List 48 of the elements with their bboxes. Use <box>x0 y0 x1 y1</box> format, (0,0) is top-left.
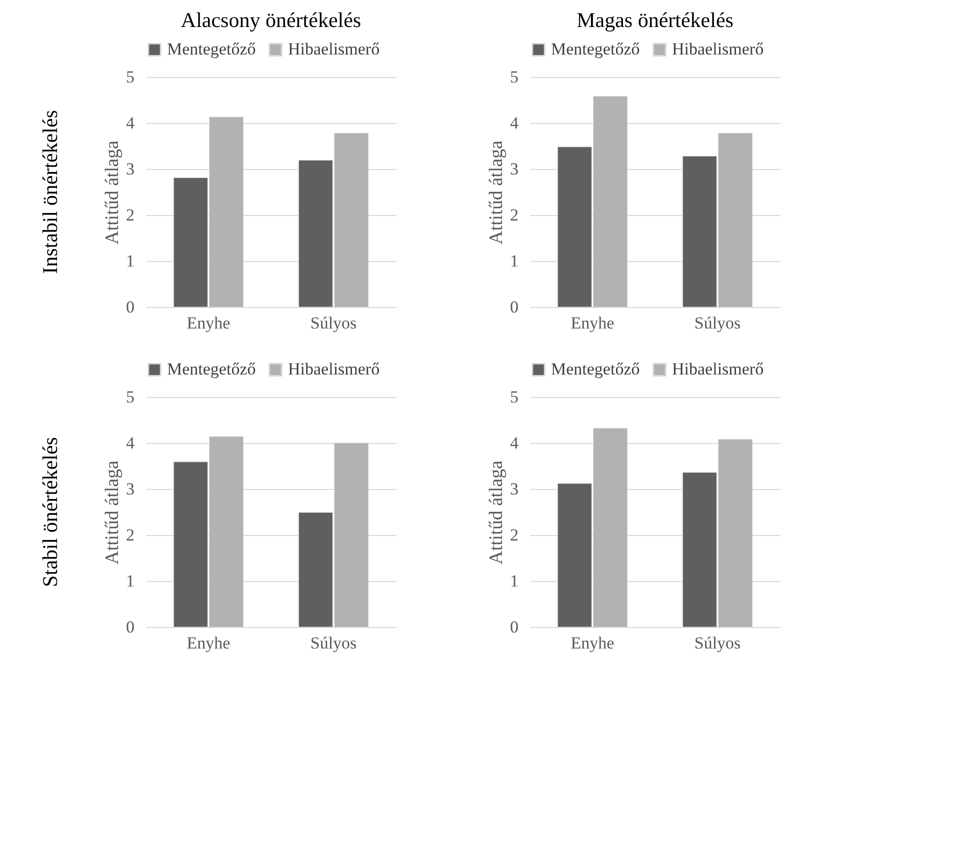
y-tick-label: 3 <box>126 160 134 178</box>
y-axis-title: Attitűd átlaga <box>102 460 123 564</box>
y-tick-label: 0 <box>510 298 518 316</box>
y-tick-label: 2 <box>510 206 518 224</box>
y-tick-label: 3 <box>510 480 518 498</box>
x-tick-label: Enyhe <box>570 314 614 332</box>
y-tick-label: 4 <box>510 114 519 132</box>
x-tick-label: Súlyos <box>310 314 357 332</box>
y-tick-label: 4 <box>126 114 135 132</box>
y-tick-label: 5 <box>510 68 518 86</box>
text: Stabil önértékelés <box>38 437 62 587</box>
x-tick-label: Súlyos <box>694 634 741 652</box>
legend-label: Mentegetőző <box>167 360 256 379</box>
y-axis-title: Attitűd átlaga <box>102 140 123 244</box>
x-tick-label: Súlyos <box>310 634 357 652</box>
y-tick-label: 1 <box>126 252 134 270</box>
legend-label: Mentegetőző <box>167 40 256 59</box>
y-axis-title: Attitűd átlaga <box>486 460 507 564</box>
y-tick-label: 1 <box>510 572 518 590</box>
chart-title: Alacsony önértékelés <box>180 8 362 32</box>
x-tick-label: Enyhe <box>186 314 230 332</box>
y-tick-label: 0 <box>510 618 518 636</box>
legend-label: Hibaelismerő <box>288 40 380 59</box>
y-tick-label: 5 <box>126 388 134 406</box>
y-tick-label: 4 <box>126 434 135 452</box>
legend-label: Hibaelismerő <box>672 360 764 379</box>
y-tick-label: 3 <box>126 480 134 498</box>
y-tick-label: 0 <box>126 618 134 636</box>
x-tick-label: Súlyos <box>694 314 741 332</box>
y-tick-label: 2 <box>510 526 518 544</box>
y-tick-label: 4 <box>510 434 519 452</box>
y-tick-label: 5 <box>510 388 518 406</box>
chart-title: Magas önértékelés <box>576 8 734 32</box>
y-tick-label: 1 <box>510 252 518 270</box>
text: Instabil önértékelés <box>38 110 62 274</box>
y-tick-label: 0 <box>126 298 134 316</box>
y-tick-label: 2 <box>126 206 134 224</box>
legend-label: Hibaelismerő <box>288 360 380 379</box>
y-axis-title: Attitűd átlaga <box>486 140 507 244</box>
x-tick-label: Enyhe <box>570 634 614 652</box>
legend-label: Mentegetőző <box>551 360 640 379</box>
x-tick-label: Enyhe <box>186 634 230 652</box>
y-tick-label: 1 <box>126 572 134 590</box>
y-tick-label: 3 <box>510 160 518 178</box>
y-tick-label: 2 <box>126 526 134 544</box>
y-tick-label: 5 <box>126 68 134 86</box>
legend-label: Hibaelismerő <box>672 40 764 59</box>
legend-label: Mentegetőző <box>551 40 640 59</box>
